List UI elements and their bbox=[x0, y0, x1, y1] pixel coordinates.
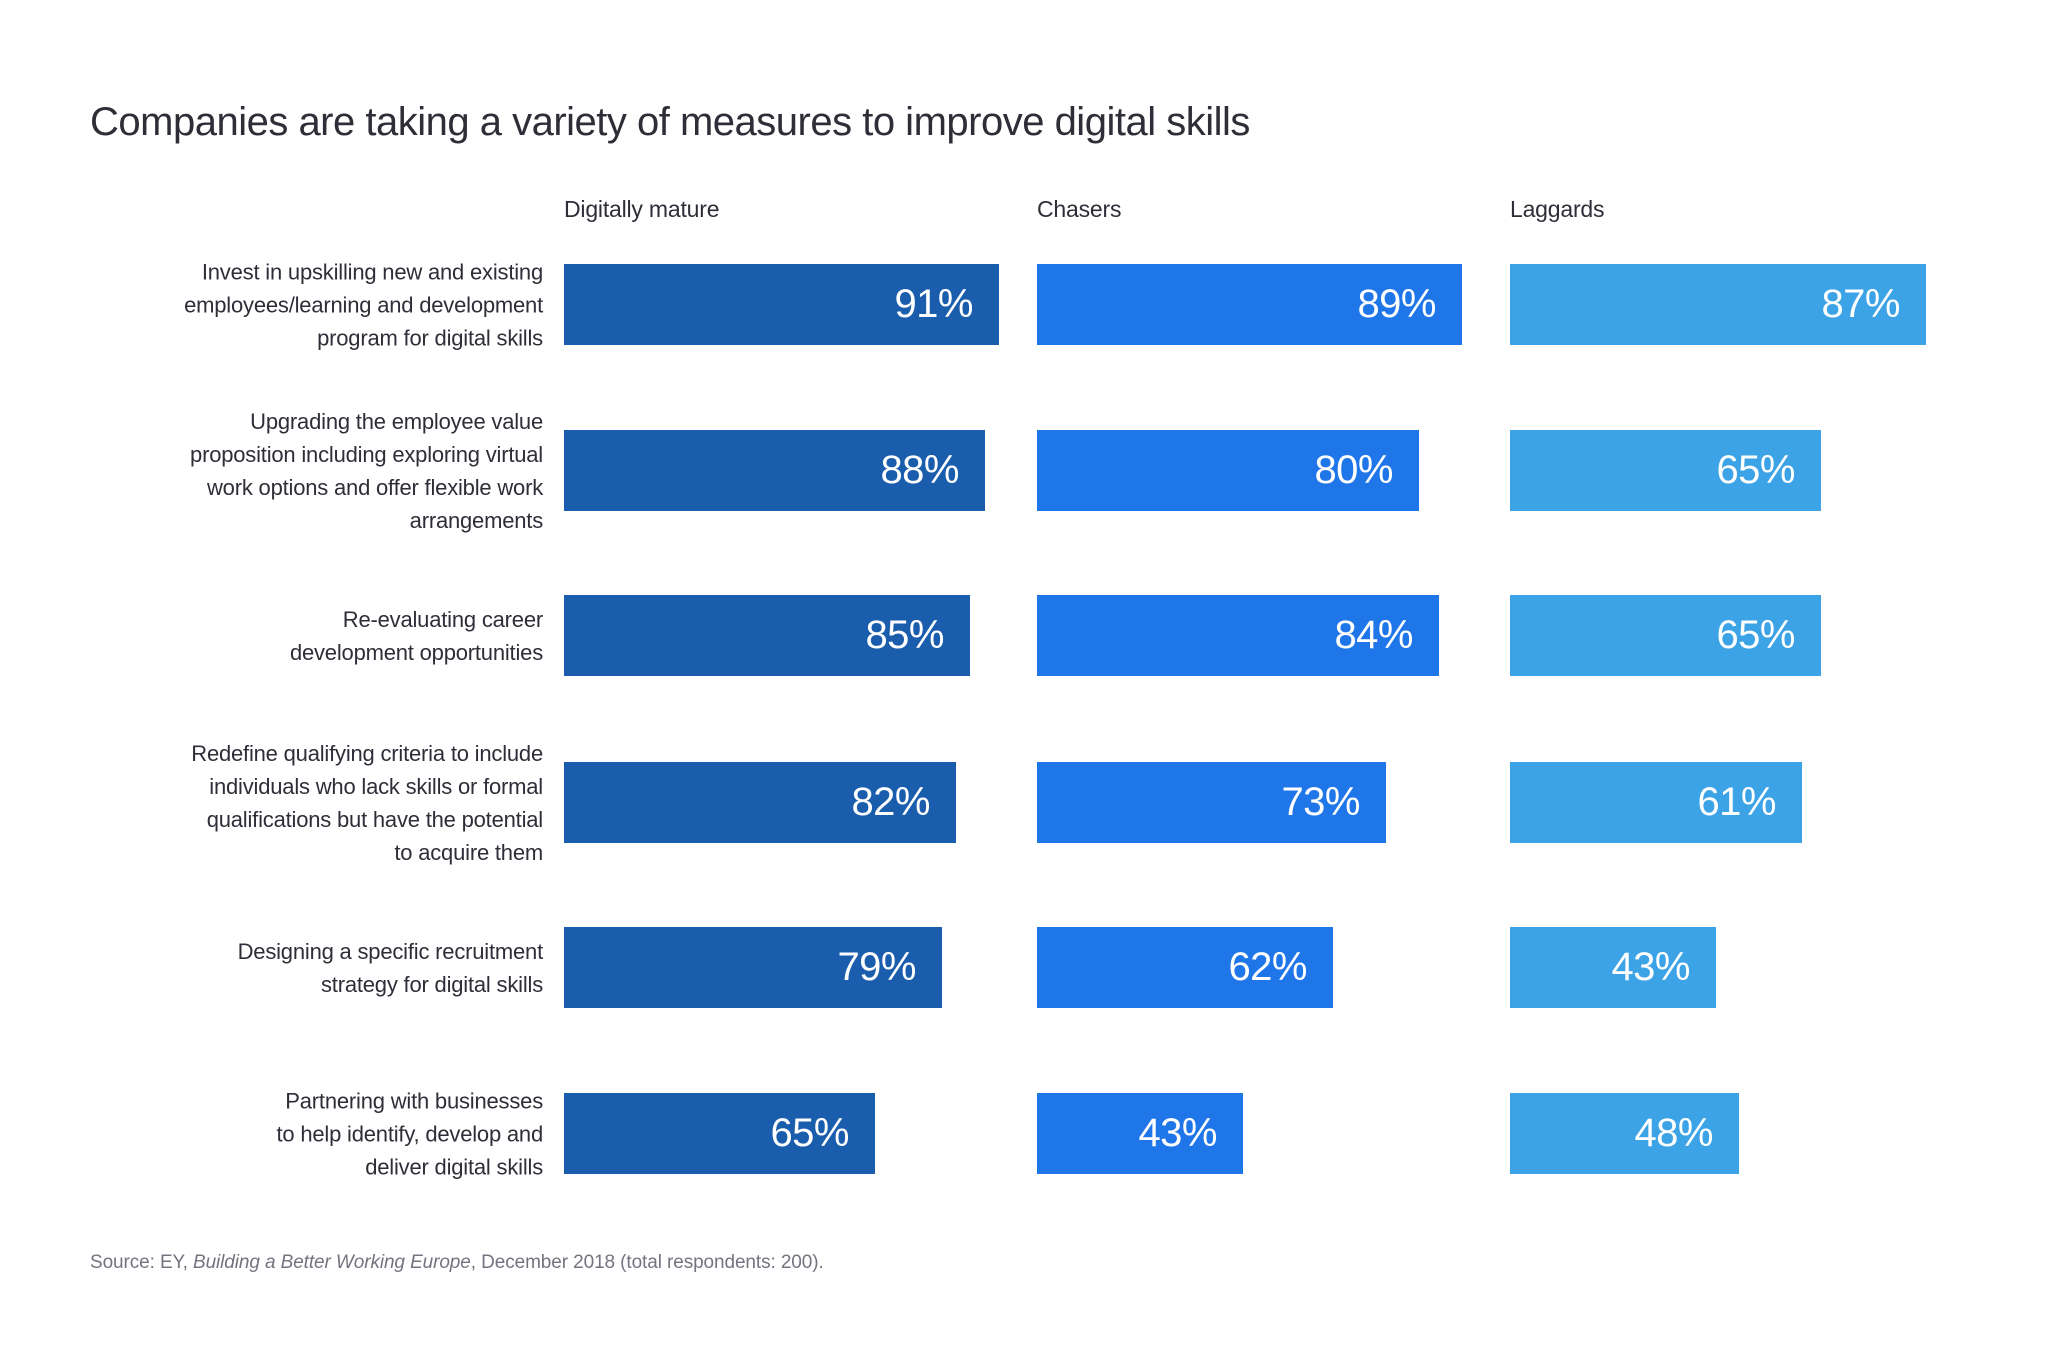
source-prefix: Source: EY, bbox=[90, 1252, 194, 1273]
bar-value-label: 65% bbox=[1716, 613, 1795, 657]
bar-segment: 80% bbox=[1037, 430, 1419, 511]
bar-segment: 88% bbox=[564, 430, 985, 511]
bar-segment: 89% bbox=[1037, 264, 1462, 345]
bar-segment: 87% bbox=[1510, 264, 1926, 345]
bar-value-label: 80% bbox=[1314, 448, 1393, 492]
bar-segment: 65% bbox=[1510, 430, 1821, 511]
source-attribution: Source: EY, Building a Better Working Eu… bbox=[90, 1252, 824, 1274]
source-suffix: , December 2018 (total respondents: 200)… bbox=[470, 1252, 824, 1273]
bar-segment: 62% bbox=[1037, 927, 1333, 1008]
bar-value-label: 62% bbox=[1228, 945, 1307, 989]
bar-segment: 48% bbox=[1510, 1093, 1739, 1174]
bar-segment: 65% bbox=[564, 1093, 875, 1174]
row-label: Upgrading the employee value proposition… bbox=[190, 408, 543, 533]
bar-segment: 43% bbox=[1037, 1093, 1243, 1174]
row-label: Designing a specific recruitment strateg… bbox=[237, 938, 544, 997]
bar-segment: 61% bbox=[1510, 762, 1802, 843]
column-header-digitally-mature: Digitally mature bbox=[564, 196, 720, 222]
bar-segment: 82% bbox=[564, 762, 956, 843]
bar-value-label: 43% bbox=[1611, 945, 1690, 989]
bar-value-label: 79% bbox=[837, 945, 916, 989]
chart-title: Companies are taking a variety of measur… bbox=[90, 100, 1250, 144]
bar-value-label: 88% bbox=[880, 448, 959, 492]
bar-segment: 73% bbox=[1037, 762, 1386, 843]
bar-value-label: 65% bbox=[770, 1111, 849, 1155]
row-label: Partnering with businesses to help ident… bbox=[276, 1088, 543, 1179]
bar-value-label: 43% bbox=[1138, 1111, 1217, 1155]
bar-value-label: 61% bbox=[1697, 780, 1776, 824]
bar-value-label: 89% bbox=[1357, 282, 1436, 326]
row-label: Invest in upskilling new and existing em… bbox=[184, 259, 543, 350]
bar-segment: 79% bbox=[564, 927, 942, 1008]
bar-value-label: 48% bbox=[1634, 1111, 1713, 1155]
row-label: Re-evaluating career development opportu… bbox=[289, 606, 543, 665]
bar-value-label: 87% bbox=[1821, 282, 1900, 326]
bar-segment: 84% bbox=[1037, 595, 1439, 676]
bar-segment: 43% bbox=[1510, 927, 1716, 1008]
bar-segment: 85% bbox=[564, 595, 970, 676]
source-work-title: Building a Better Working Europe bbox=[193, 1252, 471, 1273]
bar-value-label: 82% bbox=[851, 780, 930, 824]
column-header-chasers: Chasers bbox=[1037, 196, 1122, 222]
row-label: Redefine qualifying criteria to include … bbox=[191, 740, 543, 865]
bar-value-label: 73% bbox=[1281, 780, 1360, 824]
bar-value-label: 91% bbox=[894, 282, 973, 326]
column-header-laggards: Laggards bbox=[1510, 196, 1605, 222]
bar-segment: 91% bbox=[564, 264, 999, 345]
bar-segment: 65% bbox=[1510, 595, 1821, 676]
bar-value-label: 65% bbox=[1716, 448, 1795, 492]
bar-value-label: 84% bbox=[1334, 613, 1413, 657]
bar-value-label: 85% bbox=[865, 613, 944, 657]
